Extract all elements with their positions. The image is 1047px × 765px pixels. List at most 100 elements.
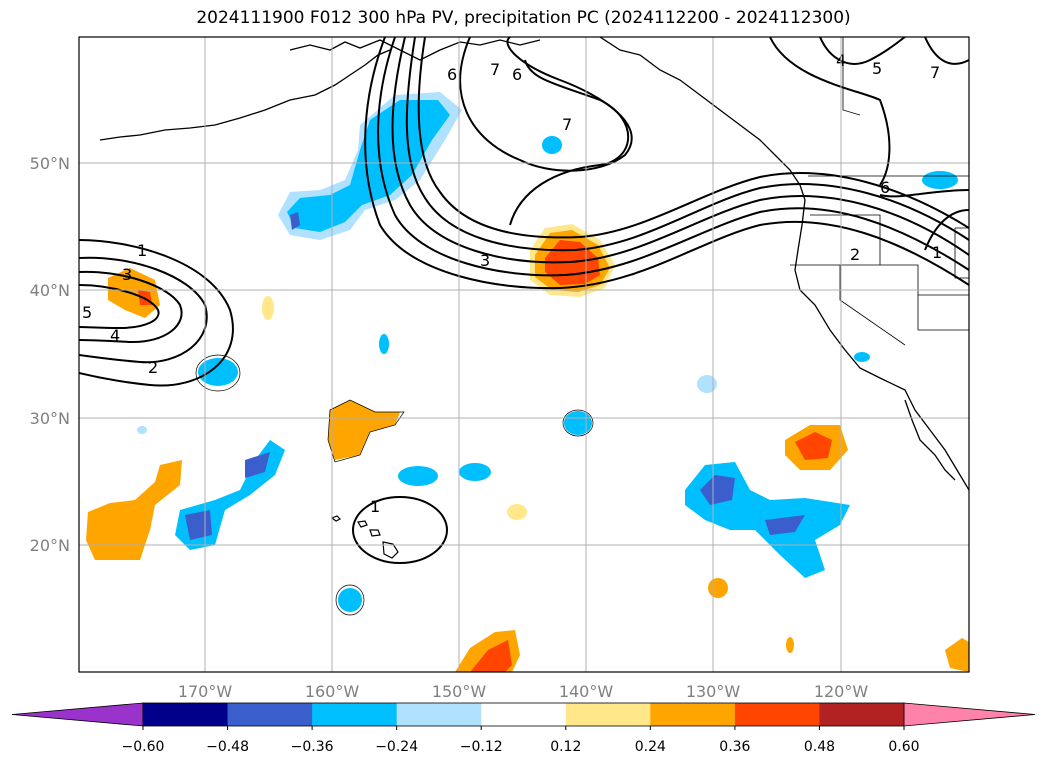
pv-contour-east-1 (879, 189, 969, 198)
colorbar-bin (819, 703, 905, 726)
negative-precip-areas (137, 92, 958, 612)
pv-contour-inner-ridge (459, 37, 633, 172)
coastline-baja (904, 399, 956, 481)
neg-area-small-1 (542, 136, 562, 154)
pv-contours (79, 37, 969, 564)
pv-contour-main-2 (377, 37, 969, 277)
border-state-1 (810, 214, 881, 265)
coastline-alaska-panhandle (599, 37, 806, 201)
colorbar-tick-label: 0.12 (550, 739, 581, 755)
contour-label-5: 2 (148, 358, 158, 377)
colorbar-bin (312, 703, 398, 726)
pos-area-small-2 (507, 504, 527, 520)
contour-label-10: 7 (562, 115, 572, 134)
coastline-west-us (794, 199, 969, 491)
map-border (78, 36, 970, 673)
border-state-2 (790, 264, 969, 331)
lon-label-130w: 130°W (686, 682, 741, 701)
contour-label-12: 5 (872, 59, 882, 78)
neg-area-small-5 (338, 588, 362, 612)
pv-contour-west-1 (79, 239, 234, 387)
island-4 (382, 541, 399, 559)
pos-area-west (108, 268, 160, 318)
contour-label-8: 7 (490, 60, 500, 79)
colorbar-bin (734, 703, 820, 726)
colorbar-tick-label: −0.36 (291, 739, 334, 755)
pos-area-southeast (945, 638, 969, 672)
neg-area-gulf-alaska-core (287, 100, 450, 232)
island-1 (330, 515, 342, 522)
pv-contour-west-2 (79, 256, 208, 364)
pv-contour-ne-1 (769, 37, 891, 186)
colorbar-tick-label: −0.24 (375, 739, 418, 755)
colorbar-tick-label: 0.60 (888, 739, 919, 755)
pv-contour-east-2 (924, 209, 969, 251)
contour-label-17: 2 (850, 245, 860, 264)
contour-label-1: 1 (137, 241, 147, 260)
lon-label-140w: 140°W (559, 682, 614, 701)
pv-contour-main-4 (405, 37, 969, 252)
pos-area-small-1 (262, 296, 274, 320)
lat-label-30n: 30°N (30, 409, 70, 428)
colorbar-tick-label: 0.24 (635, 739, 666, 755)
pv-contour-labels: 1 3 5 4 2 3 6 7 6 7 4 5 7 6 1 1 2 (82, 51, 942, 516)
colorbar-tick-label: −0.48 (206, 739, 249, 755)
map-plot-area (79, 37, 969, 672)
pos-area-small-3 (708, 578, 728, 598)
lon-labels: 170°W 160°W 150°W 140°W 130°W 120°W (178, 682, 869, 701)
contour-label-16: 1 (932, 243, 942, 262)
neg-area-central-1 (398, 466, 438, 486)
lon-label-170w: 170°W (178, 682, 233, 701)
neg-area-small-2 (379, 334, 389, 354)
colorbar-bin (227, 703, 313, 726)
colorbar-tick-label: −0.12 (460, 739, 503, 755)
pv-contour-west-3 (79, 270, 183, 344)
border-state-3 (839, 265, 906, 346)
contour-label-14: 6 (880, 178, 890, 197)
colorbar-extend-low (11, 702, 144, 727)
lat-label-20n: 20°N (30, 536, 70, 555)
lon-label-150w: 150°W (432, 682, 487, 701)
neg-area-small-3 (137, 426, 147, 434)
neg-area-central-3 (564, 411, 592, 435)
pos-area-south-core (470, 640, 512, 672)
outline-central-3 (562, 409, 594, 437)
pv-contour-ne-2 (819, 37, 906, 65)
pv-contour-main-5 (417, 37, 969, 239)
pv-contour-inner-7 (509, 59, 630, 226)
graticule (79, 37, 969, 672)
colorbar-bin (565, 703, 651, 726)
colorbar-bin (650, 703, 736, 726)
pv-contour-main-3 (391, 37, 969, 264)
contour-label-13: 7 (930, 63, 940, 82)
colorbar-bin (481, 703, 567, 726)
neg-area-west-pacific (198, 358, 238, 386)
lat-label-50n: 50°N (30, 154, 70, 173)
pv-contour-main-1 (364, 37, 969, 290)
pos-area-central (328, 400, 400, 460)
lon-label-160w: 160°W (305, 682, 360, 701)
neg-area-small-6 (854, 352, 870, 362)
neg-area-northeast (922, 171, 958, 189)
colorbar-tick-label: −0.60 (122, 739, 165, 755)
outline-small-5 (335, 584, 365, 616)
lat-label-40n: 40°N (30, 281, 70, 300)
pos-area-small-4 (786, 637, 794, 653)
contour-label-6: 3 (480, 251, 490, 270)
pos-area-east-core (795, 432, 832, 460)
lon-label-120w: 120°W (814, 682, 869, 701)
pv-contour-ne-3 (924, 37, 969, 65)
border-state-5 (954, 227, 969, 279)
borders (790, 37, 969, 346)
map-title: 2024111900 F012 300 hPa PV, precipitatio… (196, 8, 851, 28)
colorbar-bin (396, 703, 482, 726)
neg-area-small-4 (697, 375, 717, 393)
pos-area-subtropical-west (86, 460, 182, 560)
coastlines (99, 37, 969, 491)
colorbar-bin (143, 703, 229, 726)
neg-area-gulf-alaska-deep (290, 212, 300, 230)
colorbar-tick-label: 0.36 (719, 739, 750, 755)
neg-area-east-pacific-deep (700, 475, 805, 535)
outline-west-pacific (195, 354, 241, 392)
